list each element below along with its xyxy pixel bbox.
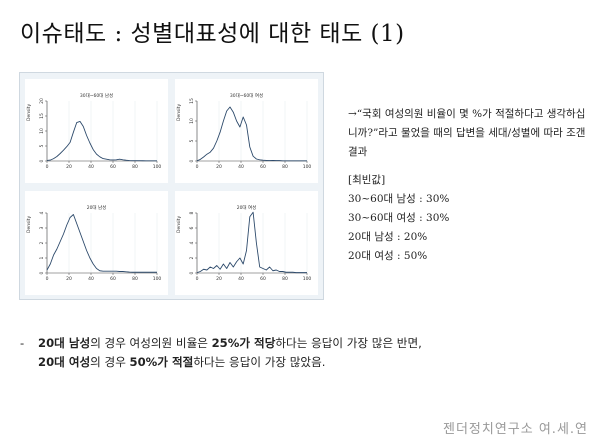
x-tick-label: 0 <box>196 276 199 282</box>
emph: 20대 여성 <box>38 355 91 369</box>
panel-men-30-60: 30대~60대 남성 Density 0 20 40 60 80 100 0 5 10 15 20 <box>25 79 168 183</box>
y-tick-label: 4 <box>39 211 45 214</box>
y-tick-label: 0 <box>39 159 45 162</box>
x-tick-label: 60 <box>110 276 116 282</box>
y-tick-label: 5 <box>189 139 195 142</box>
text: 하다는 응답이 가장 많았음. <box>193 355 326 369</box>
x-tick-label: 0 <box>46 276 49 282</box>
y-tick-label: 10 <box>39 128 45 134</box>
y-tick-label: 15 <box>39 113 45 119</box>
density-line <box>196 211 307 274</box>
text: 의 경우 여성의원 비율은 <box>90 336 212 350</box>
y-tick-label: 2 <box>39 241 45 244</box>
result-note: →“국회 여성의원 비율이 몇 %가 적절하다고 생각하십니까?”라고 물었을 … <box>348 105 588 266</box>
text: 의 경우 <box>90 355 130 369</box>
y-tick-label: 0 <box>189 159 195 162</box>
panel-women-20s: 20대 여성 Density 0 20 40 60 80 100 0 2 4 6 8 <box>175 191 318 295</box>
y-tick-label: 3 <box>39 226 45 229</box>
x-tick-label: 40 <box>88 276 94 282</box>
mode-header: [최빈값] <box>348 174 386 186</box>
y-tick-label: 0 <box>189 271 195 274</box>
y-tick-label: 1 <box>39 256 45 259</box>
summary-line-2: 20대 여성의 경우 50%가 적절하다는 응답이 가장 많았음. <box>20 353 422 372</box>
footer-organization: 젠더정치연구소 여.세.연 <box>443 422 588 437</box>
y-tick-label: 0 <box>39 271 45 274</box>
x-tick-label: 60 <box>260 276 266 282</box>
density-chart: 0 20 40 60 80 100 0 1 2 3 4 <box>39 211 162 282</box>
y-tick-label: 10 <box>189 118 195 124</box>
density-chart: 0 20 40 60 80 100 0 5 10 15 20 <box>39 98 162 170</box>
y-tick-label: 2 <box>189 256 195 259</box>
x-tick-label: 100 <box>153 164 162 170</box>
y-tick-label: 15 <box>189 98 195 104</box>
text: 하다는 응답이 가장 많은 반면, <box>275 336 422 350</box>
x-tick-label: 60 <box>260 164 266 170</box>
x-tick-label: 100 <box>303 164 312 170</box>
x-tick-label: 80 <box>132 276 138 282</box>
panel-title: 20대 남성 <box>86 206 107 211</box>
panel-title: 30대~60대 남성 <box>79 94 114 99</box>
y-tick-label: 6 <box>189 226 195 229</box>
y-tick-label: 4 <box>189 241 195 244</box>
x-tick-label: 100 <box>303 276 312 282</box>
x-tick-label: 20 <box>216 276 222 282</box>
x-tick-label: 40 <box>238 164 244 170</box>
slide-title: 이슈태도 : 성별대표성에 대한 태도 (1) <box>20 21 405 47</box>
panel-title: 30대~60대 여성 <box>229 94 264 99</box>
x-tick-label: 40 <box>238 276 244 282</box>
panel-men-20s: 20대 남성 Density 0 20 40 60 80 100 0 1 2 3 4 <box>25 191 168 295</box>
x-tick-label: 100 <box>153 276 162 282</box>
bullet-dash: - <box>20 336 25 350</box>
density-line <box>196 106 307 162</box>
x-tick-label: 20 <box>66 276 72 282</box>
y-tick-label: 20 <box>39 98 45 104</box>
x-tick-label: 0 <box>46 164 49 170</box>
density-figure: 30대~60대 남성 Density 0 20 40 60 80 100 0 5 10 15 20 … <box>19 72 324 300</box>
mode-item: 20대 남성 : 20% <box>348 231 428 243</box>
density-chart: 0 20 40 60 80 100 0 2 4 6 8 <box>189 211 312 282</box>
x-tick-label: 80 <box>282 164 288 170</box>
x-tick-label: 60 <box>110 164 116 170</box>
density-line <box>46 120 157 162</box>
emph: 50%가 적절 <box>129 355 194 369</box>
panel-title: 20대 여성 <box>236 206 257 211</box>
panel-women-30-60: 30대~60대 여성 Density 0 20 40 60 80 100 0 5 10 15 <box>175 79 318 183</box>
emph: 남성 <box>68 336 91 350</box>
mode-item: 30~60대 남성 : 30% <box>348 193 450 205</box>
y-tick-label: 5 <box>39 144 45 147</box>
density-line <box>46 214 157 273</box>
y-tick-label: 8 <box>189 211 195 214</box>
x-tick-label: 20 <box>66 164 72 170</box>
emph: 20대 <box>38 336 69 350</box>
emph: 25%가 적당 <box>211 336 276 350</box>
x-tick-label: 80 <box>132 164 138 170</box>
x-tick-label: 20 <box>216 164 222 170</box>
summary-line-1: 20대 남성의 경우 여성의원 비율은 25%가 적당하다는 응답이 가장 많은… <box>20 334 422 353</box>
mode-item: 30~60대 여성 : 30% <box>348 212 450 224</box>
x-tick-label: 40 <box>88 164 94 170</box>
x-tick-label: 80 <box>282 276 288 282</box>
density-chart: 0 20 40 60 80 100 0 5 10 15 <box>189 98 312 170</box>
summary: - 20대 남성의 경우 여성의원 비율은 25%가 적당하다는 응답이 가장 … <box>20 334 422 372</box>
x-tick-label: 0 <box>196 164 199 170</box>
mode-item: 20대 여성 : 50% <box>348 250 428 262</box>
survey-question: →“국회 여성의원 비율이 몇 %가 적절하다고 생각하십니까?”라고 물었을 … <box>348 108 586 158</box>
